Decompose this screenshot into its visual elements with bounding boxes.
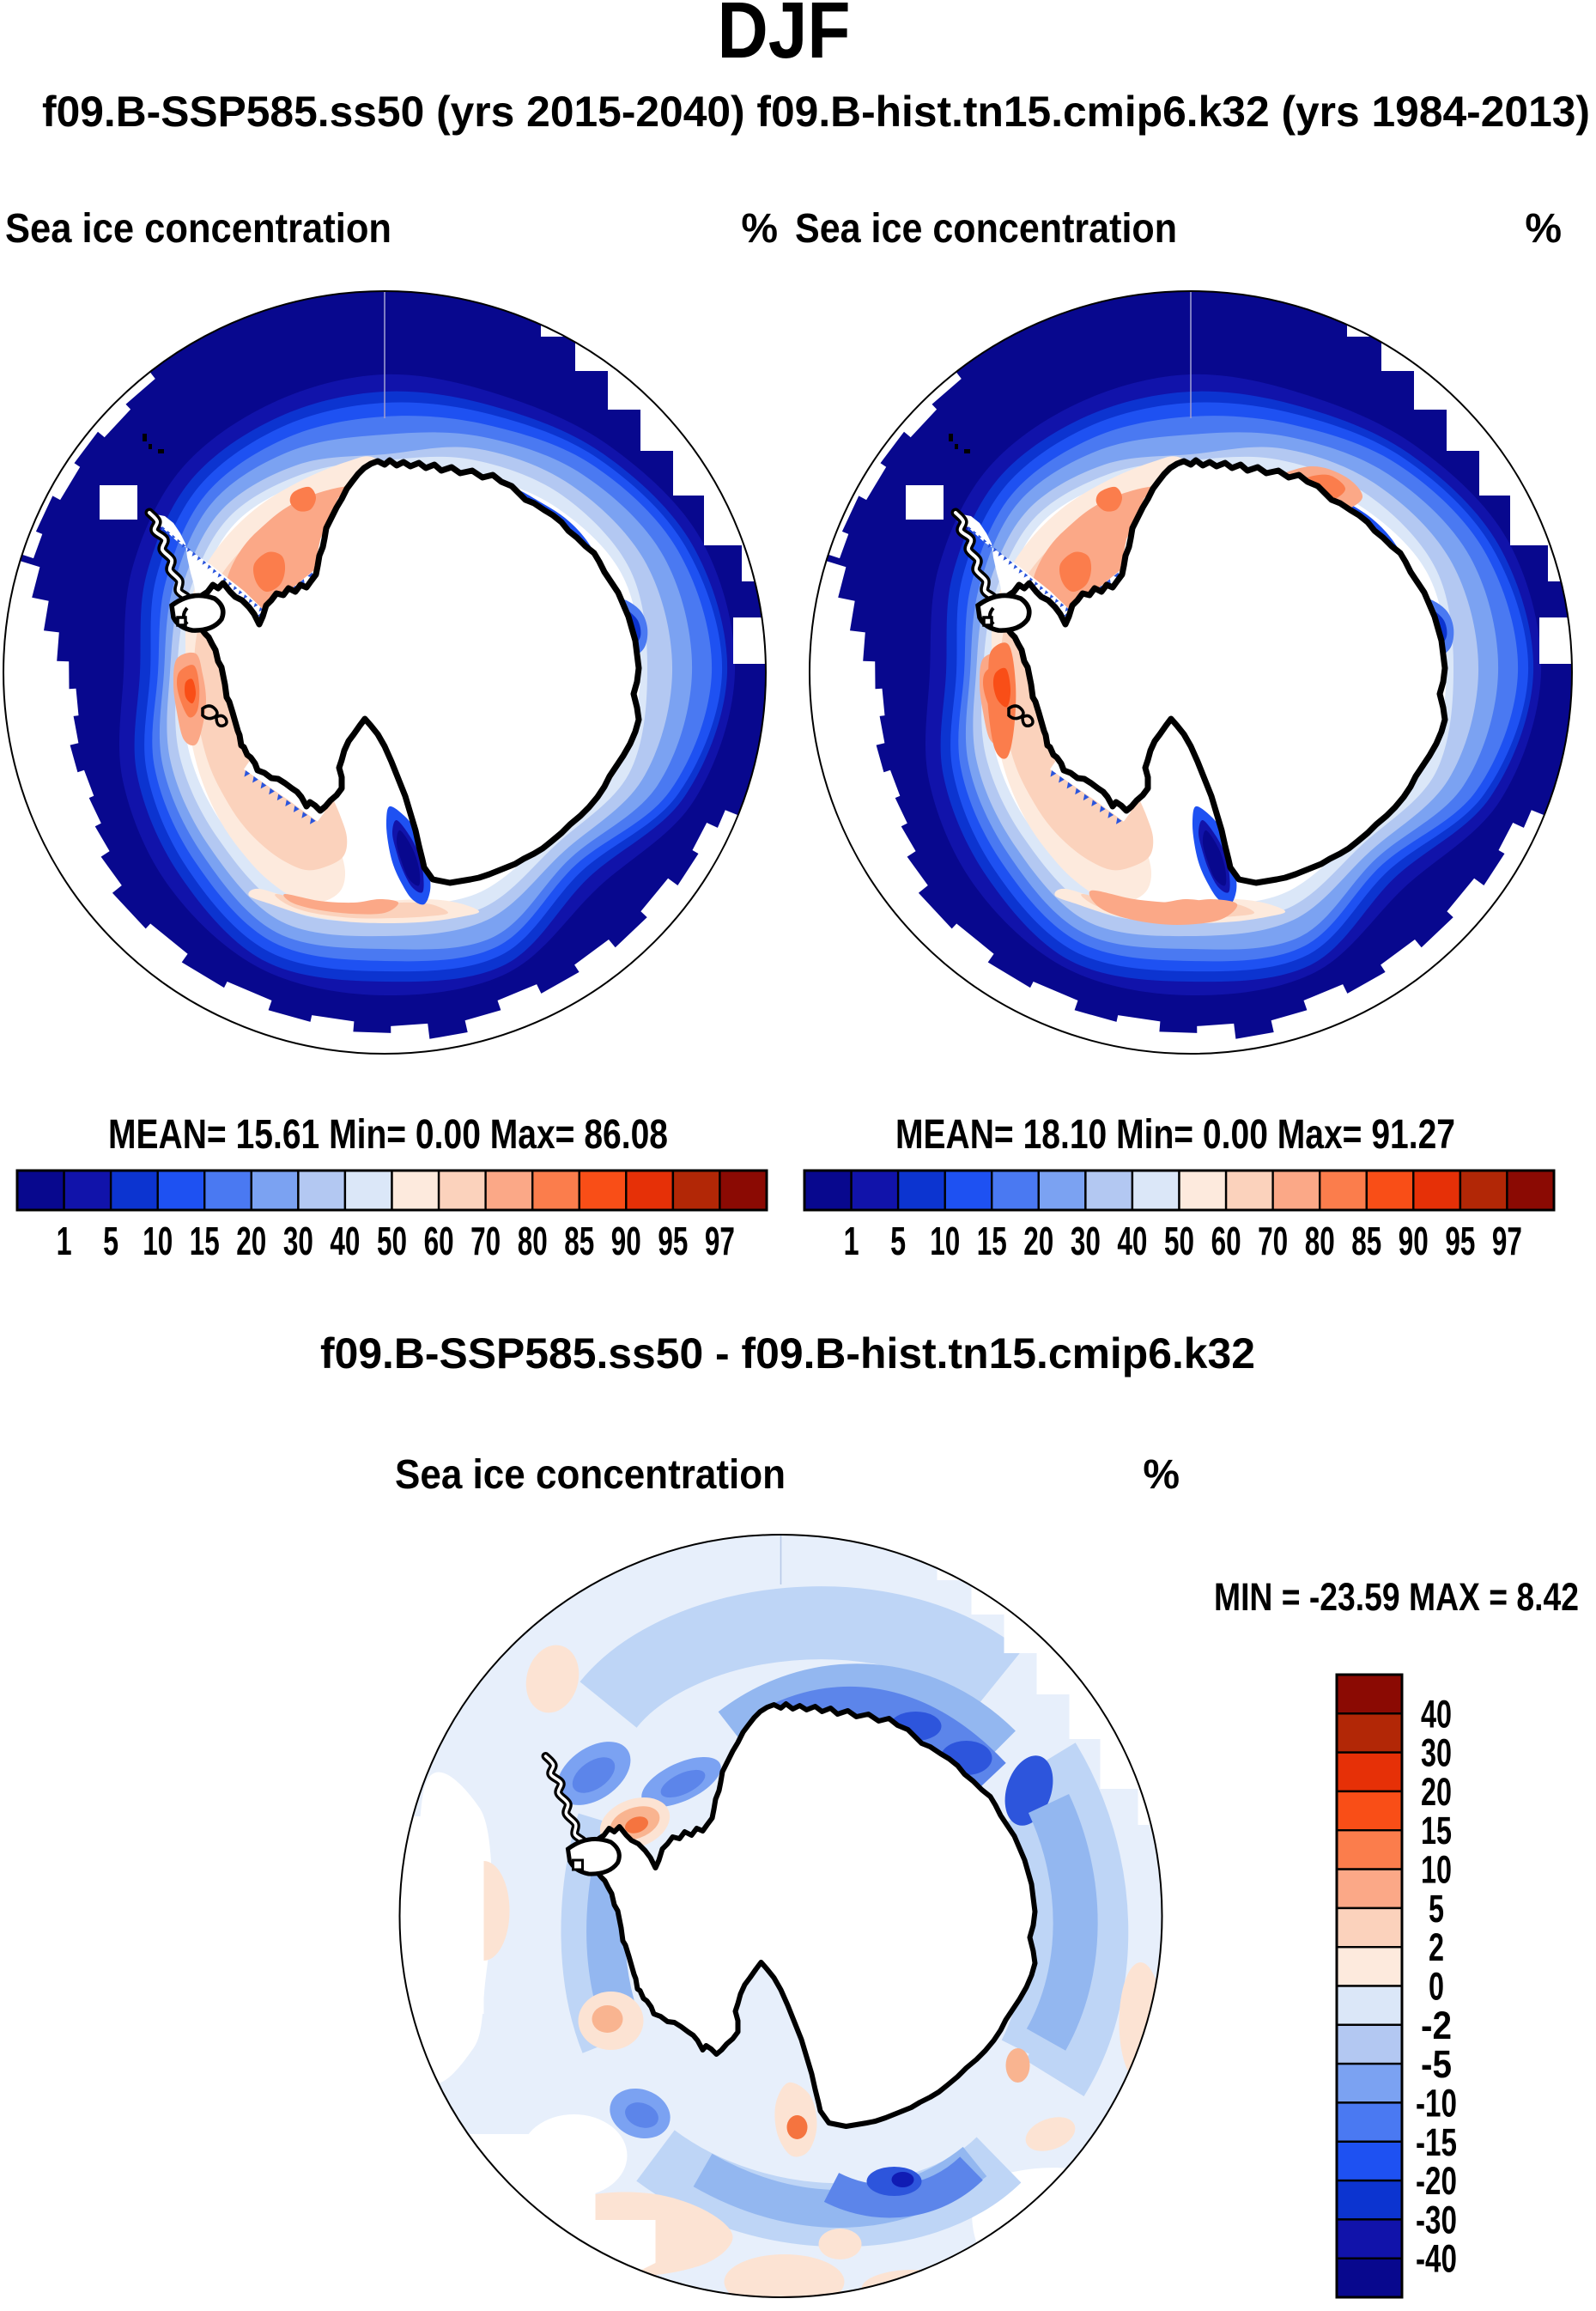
svg-text:Sea ice concentration: Sea ice concentration (395, 1452, 786, 1498)
svg-text:15: 15 (190, 1219, 220, 1263)
svg-text:f09.B-SSP585.ss50 (yrs 2015-20: f09.B-SSP585.ss50 (yrs 2015-2040) f09.B-… (42, 88, 1590, 136)
svg-text:-30: -30 (1416, 2198, 1457, 2241)
svg-text:30: 30 (1421, 1731, 1452, 1775)
svg-text:30: 30 (1071, 1219, 1101, 1263)
svg-text:85: 85 (1351, 1219, 1381, 1263)
svg-text:80: 80 (518, 1219, 548, 1263)
svg-text:-15: -15 (1416, 2120, 1457, 2164)
svg-text:1: 1 (57, 1219, 72, 1263)
svg-text:60: 60 (424, 1219, 454, 1263)
svg-text:2: 2 (1429, 1925, 1444, 1969)
svg-text:50: 50 (1164, 1219, 1194, 1263)
svg-text:Sea ice concentration: Sea ice concentration (795, 206, 1177, 252)
svg-text:MEAN= 15.61 Min= 0.00 Max: MEAN= 15.61 Min= 0.00 Max= 86.08 (108, 1112, 668, 1158)
svg-text:40: 40 (1421, 1692, 1452, 1736)
svg-text:15: 15 (1421, 1809, 1452, 1852)
svg-text:95: 95 (658, 1219, 688, 1263)
svg-text:60: 60 (1211, 1219, 1241, 1263)
svg-text:85: 85 (564, 1219, 594, 1263)
svg-text:1: 1 (844, 1219, 859, 1263)
svg-text:-5: -5 (1421, 2042, 1452, 2086)
svg-text:0: 0 (1429, 1965, 1444, 2009)
svg-text:-20: -20 (1416, 2159, 1457, 2203)
svg-text:70: 70 (1258, 1219, 1288, 1263)
svg-text:50: 50 (377, 1219, 407, 1263)
svg-text:10: 10 (143, 1219, 173, 1263)
svg-text:-40: -40 (1416, 2237, 1457, 2281)
svg-text:-10: -10 (1416, 2081, 1457, 2125)
svg-text:10: 10 (930, 1219, 960, 1263)
svg-text:%: % (741, 206, 778, 252)
svg-text:MIN = -23.59 MAX = 8.42: MIN = -23.59 MAX = 8.42 (1214, 1575, 1579, 1619)
svg-text:5: 5 (1429, 1887, 1444, 1931)
svg-text:-2: -2 (1421, 2004, 1452, 2047)
svg-text:70: 70 (470, 1219, 501, 1263)
svg-text:MEAN= 18.10 Min= 0.00 Max: MEAN= 18.10 Min= 0.00 Max= 91.27 (895, 1112, 1455, 1158)
svg-text:15: 15 (977, 1219, 1007, 1263)
svg-text:5: 5 (890, 1219, 906, 1263)
svg-text:20: 20 (1023, 1219, 1053, 1263)
svg-text:20: 20 (236, 1219, 266, 1263)
svg-text:20: 20 (1421, 1770, 1452, 1814)
svg-text:90: 90 (1399, 1219, 1429, 1263)
svg-text:10: 10 (1421, 1848, 1452, 1892)
svg-text:90: 90 (611, 1219, 641, 1263)
svg-text:97: 97 (1492, 1219, 1522, 1263)
svg-text:97: 97 (705, 1219, 735, 1263)
svg-text:f09.B-SSP585.ss50 - f09.B-hist: f09.B-SSP585.ss50 - f09.B-hist.tn15.cmip… (320, 1329, 1255, 1377)
svg-text:40: 40 (330, 1219, 360, 1263)
svg-text:95: 95 (1445, 1219, 1475, 1263)
svg-text:Sea ice concentration: Sea ice concentration (5, 206, 391, 252)
svg-text:5: 5 (103, 1219, 118, 1263)
svg-text:80: 80 (1305, 1219, 1335, 1263)
svg-text:40: 40 (1117, 1219, 1147, 1263)
svg-text:DJF: DJF (718, 0, 851, 75)
svg-text:%: % (1143, 1452, 1180, 1498)
svg-text:%: % (1525, 206, 1562, 252)
svg-text:30: 30 (283, 1219, 313, 1263)
